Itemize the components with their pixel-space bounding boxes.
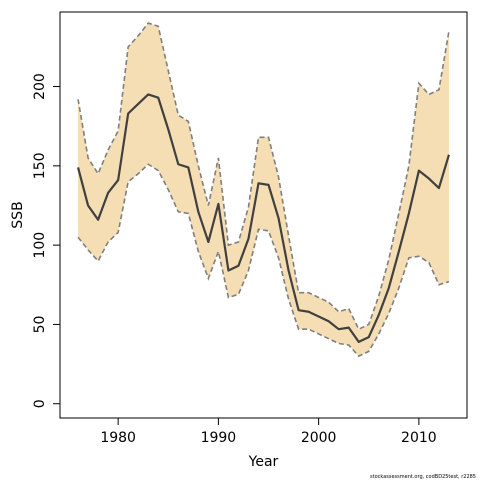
confidence-band bbox=[78, 23, 449, 357]
y-axis: 0 50 100 150 200 bbox=[32, 73, 60, 408]
y-tick-label: 50 bbox=[32, 316, 48, 334]
upper-bound-line bbox=[77, 22, 450, 331]
x-axis: 1980 1990 2000 2010 bbox=[100, 418, 437, 446]
y-tick-label: 200 bbox=[32, 73, 48, 100]
plot-frame bbox=[59, 11, 468, 419]
y-tick-label: 100 bbox=[32, 232, 48, 259]
lower-bound-line bbox=[77, 163, 450, 358]
y-tick-label: 150 bbox=[32, 152, 48, 179]
x-axis-label: Year bbox=[248, 454, 279, 470]
series-lines bbox=[76, 22, 451, 358]
x-tick-label: 2010 bbox=[401, 430, 437, 446]
y-tick-label: 0 bbox=[32, 399, 48, 408]
x-tick-label: 1980 bbox=[100, 430, 136, 446]
x-tick-label: 1990 bbox=[201, 430, 237, 446]
band-area bbox=[78, 23, 449, 357]
x-tick-label: 2000 bbox=[301, 430, 337, 446]
y-axis-label: SSB bbox=[10, 201, 26, 228]
ssb-estimate-line bbox=[76, 93, 451, 343]
source-caption: stockassessment.org, codBD25test, r2285 bbox=[370, 474, 476, 480]
